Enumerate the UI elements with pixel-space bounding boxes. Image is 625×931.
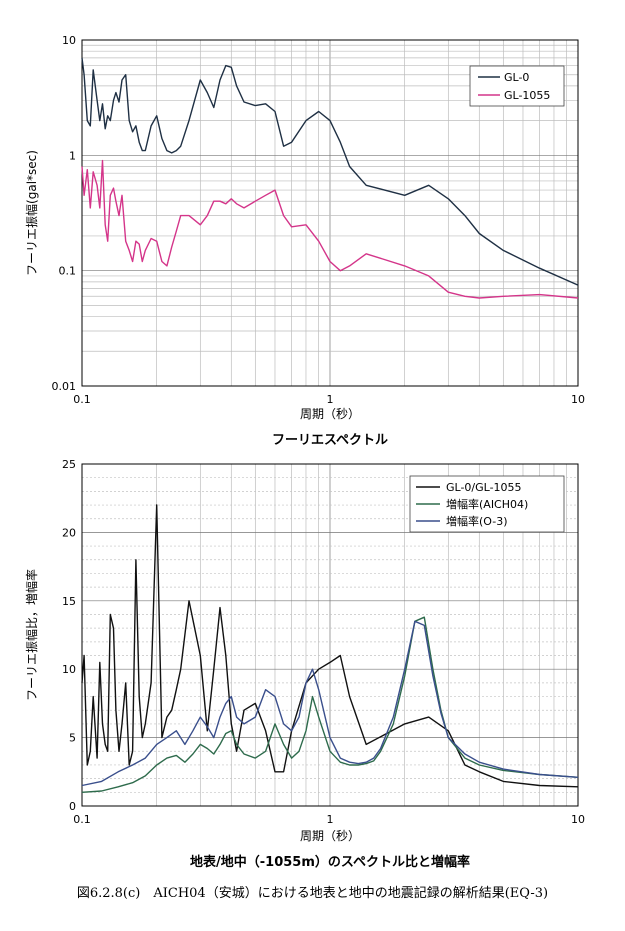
chart2-legend-label-aich04: 増幅率(AICH04) bbox=[446, 497, 528, 511]
chart1-y-axis-label: フーリエ振幅(gal*sec) bbox=[24, 150, 39, 276]
chart2-legend-label-ratio: GL-0/GL-1055 bbox=[446, 481, 522, 494]
chart2-legend: GL-0/GL-1055 増幅率(AICH04) 増幅率(O-3) bbox=[409, 475, 565, 533]
chart2-x-tick-label: 1 bbox=[327, 813, 334, 826]
chart1-series-line-2 bbox=[81, 159, 579, 299]
chart2-y-tick-label: 0 bbox=[69, 800, 76, 813]
chart2-legend-label-o3: 増幅率(O-3) bbox=[446, 514, 508, 528]
chart2-x-axis-label: 周期（秒） bbox=[300, 829, 360, 843]
chart2-y-tick-labels: 0 5 10 15 20 25 bbox=[62, 458, 76, 813]
chart1-y-tick-label: 0.01 bbox=[52, 380, 77, 393]
chart1-x-tick-label: 1 bbox=[327, 393, 334, 406]
chart2-series-lines bbox=[81, 504, 579, 793]
chart2-y-tick-label: 25 bbox=[62, 458, 76, 471]
chart1-x-axis-label: 周期（秒） bbox=[300, 407, 360, 421]
chart1-y-tick-label: 10 bbox=[62, 34, 76, 47]
spectral-ratio-chart: 0 5 10 15 20 25 0.1 1 10 周期（秒） フーリエ振幅比，増幅率 地表/地… bbox=[24, 458, 585, 870]
chart2-series-line-3 bbox=[81, 620, 579, 787]
chart1-legend: GL-0 GL-1055 bbox=[469, 65, 565, 107]
chart1-y-tick-label: 1 bbox=[69, 149, 76, 162]
chart2-series-line-1 bbox=[81, 504, 579, 788]
chart1-legend-label-gl0: GL-0 bbox=[504, 71, 529, 84]
chart2-series-line-2 bbox=[81, 616, 579, 793]
chart2-plot-frame bbox=[81, 463, 579, 807]
chart2-y-tick-label: 15 bbox=[62, 595, 76, 608]
chart1-legend-box bbox=[469, 65, 565, 107]
chart2-title: 地表/地中（-1055m）のスペクトル比と増幅率 bbox=[190, 854, 470, 870]
chart2-y-tick-label: 10 bbox=[62, 663, 76, 676]
chart1-x-tick-labels: 0.1 1 10 bbox=[73, 393, 585, 406]
chart2-y-axis-label: フーリエ振幅比，増幅率 bbox=[24, 569, 39, 701]
chart1-x-tick-label: 10 bbox=[571, 393, 585, 406]
chart1-y-tick-labels: 0.01 0.1 1 10 bbox=[52, 34, 77, 393]
chart2-x-tick-labels: 0.1 1 10 bbox=[73, 813, 585, 826]
chart2-x-tick-label: 0.1 bbox=[73, 813, 91, 826]
chart1-series-lines bbox=[81, 57, 579, 299]
chart2-y-tick-label: 20 bbox=[62, 526, 76, 539]
chart2-x-tick-label: 10 bbox=[571, 813, 585, 826]
chart1-series-line-1 bbox=[81, 57, 579, 286]
figure-caption: 図6.2.8(c) AICH04（安城）における地表と地中の地震記録の解析結果(… bbox=[76, 886, 549, 901]
chart2-y-tick-label: 5 bbox=[69, 732, 76, 745]
chart1-plot-frame bbox=[81, 39, 579, 387]
chart2-grid bbox=[82, 464, 578, 806]
chart1-x-tick-label: 0.1 bbox=[73, 393, 91, 406]
chart1-legend-label-gl1055: GL-1055 bbox=[504, 89, 550, 102]
chart1-y-tick-label: 0.1 bbox=[59, 265, 77, 278]
chart1-title: フーリエスペクトル bbox=[272, 433, 388, 448]
